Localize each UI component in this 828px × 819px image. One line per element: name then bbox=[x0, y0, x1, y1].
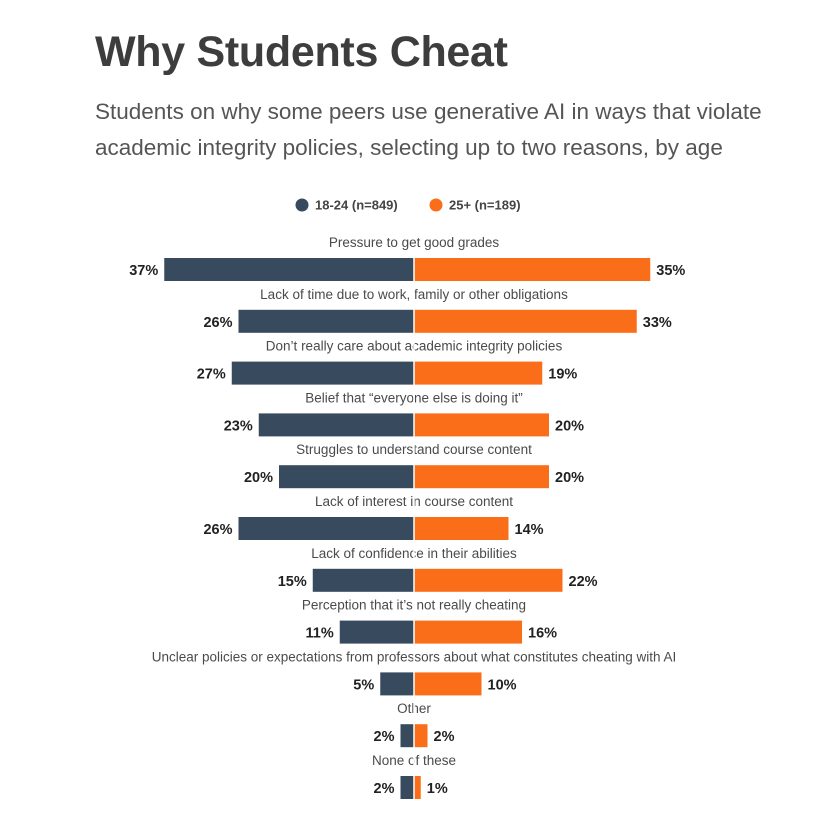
bar-18-24 bbox=[258, 413, 414, 437]
value-label-18-24: 5% bbox=[353, 677, 374, 693]
category-label: Pressure to get good grades bbox=[329, 235, 500, 250]
value-label-18-24: 23% bbox=[224, 418, 253, 434]
value-label-18-24: 2% bbox=[374, 729, 395, 745]
value-label-18-24: 26% bbox=[203, 315, 232, 331]
legend-label: 25+ (n=189) bbox=[449, 198, 521, 213]
legend-label: 18-24 (n=849) bbox=[315, 198, 398, 213]
bar-25-plus bbox=[414, 620, 522, 644]
value-label-25-plus: 20% bbox=[555, 418, 584, 434]
value-label-25-plus: 20% bbox=[555, 470, 584, 486]
value-label-25-plus: 10% bbox=[488, 677, 517, 693]
chart-subtitle: Students on why some peers use generativ… bbox=[95, 99, 762, 160]
bar-18-24 bbox=[400, 776, 414, 799]
bar-25-plus bbox=[414, 776, 421, 799]
bar-25-plus bbox=[414, 724, 428, 748]
value-label-18-24: 15% bbox=[278, 574, 307, 590]
value-label-25-plus: 16% bbox=[528, 626, 557, 642]
value-label-25-plus: 19% bbox=[548, 367, 577, 383]
value-label-25-plus: 22% bbox=[569, 574, 598, 590]
value-label-25-plus: 14% bbox=[515, 522, 544, 538]
value-label-25-plus: 1% bbox=[427, 781, 448, 797]
bar-18-24 bbox=[164, 258, 414, 281]
bar-18-24 bbox=[380, 672, 414, 696]
value-label-18-24: 2% bbox=[374, 781, 395, 797]
bar-25-plus bbox=[414, 465, 549, 489]
value-label-25-plus: 33% bbox=[643, 315, 672, 331]
bar-18-24 bbox=[312, 568, 414, 592]
bar-25-plus bbox=[414, 361, 543, 385]
value-label-25-plus: 35% bbox=[656, 263, 685, 279]
value-label-18-24: 37% bbox=[129, 263, 158, 279]
bar-25-plus bbox=[414, 568, 563, 592]
bar-18-24 bbox=[279, 465, 414, 489]
bar-18-24 bbox=[231, 361, 414, 385]
bar-18-24 bbox=[238, 517, 414, 540]
legend-swatch bbox=[429, 198, 443, 212]
value-label-18-24: 20% bbox=[244, 470, 273, 486]
bar-25-plus bbox=[414, 309, 637, 333]
bar-18-24 bbox=[400, 724, 414, 748]
bar-25-plus bbox=[414, 258, 651, 281]
value-label-18-24: 27% bbox=[197, 367, 226, 383]
value-label-18-24: 11% bbox=[306, 626, 334, 642]
diverging-bar-chart: 18-24 (n=849) 25+ (n=189) Pressure to get … bbox=[129, 198, 685, 799]
bar-25-plus bbox=[414, 413, 549, 437]
bar-25-plus bbox=[414, 517, 509, 540]
legend-swatch bbox=[295, 198, 309, 212]
bar-25-plus bbox=[414, 672, 482, 696]
bar-18-24 bbox=[238, 309, 414, 333]
value-label-18-24: 26% bbox=[203, 522, 232, 538]
chart-title: Why Students Cheat bbox=[95, 28, 508, 76]
value-label-25-plus: 2% bbox=[434, 729, 455, 745]
bar-18-24 bbox=[339, 620, 414, 644]
